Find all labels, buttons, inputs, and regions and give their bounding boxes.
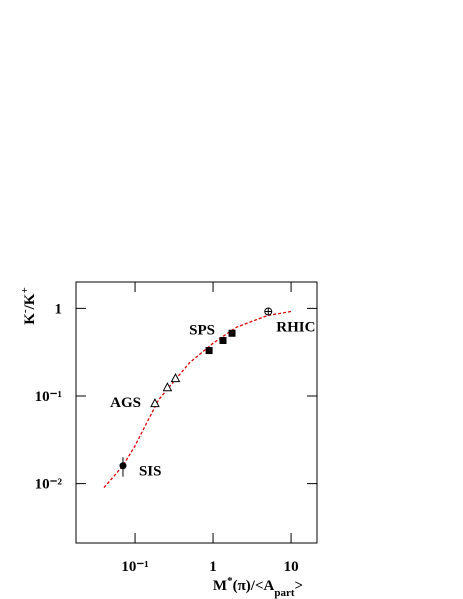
axis-title-part: (π)/<A	[233, 578, 275, 594]
y-tick-label: 1	[55, 301, 63, 317]
data-point	[162, 382, 173, 392]
series-label: SIS	[139, 464, 162, 480]
axis-title-part: K	[22, 313, 38, 325]
axis-title-part: *	[227, 575, 233, 587]
axis-title-part: part	[274, 587, 295, 599]
x-tick-label: 10⁻¹	[121, 559, 148, 575]
x-tick-label: 1	[209, 559, 217, 575]
data-point	[170, 373, 181, 383]
data-point	[219, 336, 227, 344]
series-label: RHIC	[276, 320, 315, 336]
fit-curve	[103, 310, 292, 489]
plot-frame	[75, 281, 318, 544]
data-point	[228, 329, 236, 337]
series-label: SPS	[189, 323, 215, 339]
axis-title-part: /K	[22, 293, 38, 310]
x-axis-title: M*(π)/<Apart>	[213, 575, 303, 599]
data-point	[264, 307, 273, 316]
data-point	[150, 398, 160, 408]
y-axis-title: K-/K+	[19, 287, 38, 324]
y-tick-label: 10⁻²	[35, 477, 63, 493]
marker-part	[264, 308, 272, 316]
data-point	[205, 347, 213, 355]
axis-title-part: -	[19, 309, 31, 313]
axis-title-part: M	[213, 578, 227, 594]
axis-title-part: +	[19, 287, 31, 293]
series-label: AGS	[110, 395, 141, 411]
axis-title-part: >	[295, 578, 304, 594]
y-tick-label: 10⁻¹	[35, 389, 62, 405]
data-point	[119, 462, 127, 470]
x-tick-label: 10	[284, 559, 299, 575]
